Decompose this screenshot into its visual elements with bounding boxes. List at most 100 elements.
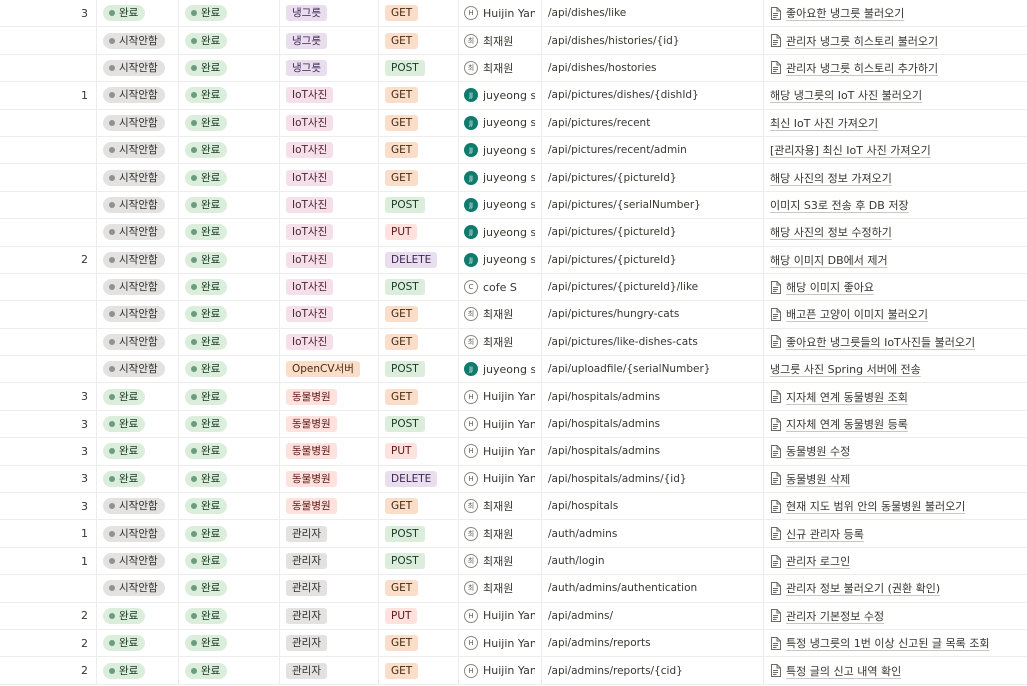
description-link[interactable]: 해당 사진의 정보 가져오기 <box>770 171 892 185</box>
status-cell[interactable]: 완료 <box>97 465 179 493</box>
description-cell[interactable]: 해당 이미지 좋아요 <box>764 274 1027 300</box>
table-row[interactable]: 3 완료 완료 동물병원 GET H Huijin Yang /api/hospi… <box>0 383 1027 411</box>
status-cell[interactable]: 완료 <box>97 629 179 657</box>
dev-status-cell[interactable]: 완료 <box>179 356 280 383</box>
dev-status-cell[interactable]: 완료 <box>179 301 280 328</box>
method-cell[interactable]: PUT <box>379 219 459 246</box>
table-row[interactable]: 시작안함 완료 냉그릇 GET 최 최재원 /api/dishes/histori… <box>0 27 1027 55</box>
method-cell[interactable]: PUT <box>379 438 459 465</box>
priority-cell[interactable] <box>0 136 97 164</box>
assignee-cell[interactable]: H Huijin Yang <box>459 438 542 465</box>
assignee-cell[interactable]: JJ juyeong so <box>459 356 542 383</box>
table-row[interactable]: 3 완료 완료 동물병원 PUT H Huijin Yang /api/hospi… <box>0 438 1027 466</box>
priority-cell[interactable] <box>0 191 97 219</box>
dev-status-cell[interactable]: 완료 <box>179 520 280 547</box>
description-cell[interactable]: 좋아요한 냉그릇 불러오기 <box>764 0 1027 26</box>
table-row[interactable]: 시작안함 완료 IoT사진 GET JJ juyeong so /api/pict… <box>0 136 1027 165</box>
assignee-cell[interactable]: H Huijin Yang <box>459 657 542 684</box>
category-cell[interactable]: 관리자 <box>280 575 379 602</box>
method-cell[interactable]: DELETE <box>379 465 459 493</box>
assignee-cell[interactable]: 최 최재원 <box>459 493 542 520</box>
description-cell[interactable]: 관리자 로그인 <box>764 548 1027 574</box>
priority-cell[interactable]: 3 <box>0 383 97 410</box>
method-cell[interactable]: GET <box>379 301 459 328</box>
status-cell[interactable]: 시작안함 <box>97 219 179 246</box>
priority-cell[interactable]: 1 <box>0 520 97 547</box>
table-row[interactable]: 2 완료 완료 관리자 GET H Huijin Yang /api/admins… <box>0 657 1027 685</box>
priority-cell[interactable] <box>0 164 97 191</box>
description-link[interactable]: 좋아요한 냉그릇 불러오기 <box>786 7 905 21</box>
assignee-cell[interactable]: H Huijin Yang <box>459 602 542 629</box>
status-cell[interactable]: 완료 <box>97 438 179 465</box>
description-cell[interactable]: 해당 이미지 DB에서 제거 <box>764 247 1027 273</box>
assignee-cell[interactable]: JJ juyeong so <box>459 164 542 191</box>
assignee-cell[interactable]: JJ juyeong so <box>459 219 542 246</box>
category-cell[interactable]: 동물병원 <box>280 493 379 520</box>
status-cell[interactable]: 시작안함 <box>97 301 179 328</box>
assignee-cell[interactable]: 최 최재원 <box>459 520 542 547</box>
category-cell[interactable]: 냉그릇 <box>280 27 379 54</box>
assignee-cell[interactable]: 최 최재원 <box>459 547 542 575</box>
dev-status-cell[interactable]: 완료 <box>179 0 280 27</box>
status-cell[interactable]: 시작안함 <box>97 493 179 520</box>
status-cell[interactable]: 완료 <box>97 657 179 684</box>
description-link[interactable]: 해당 이미지 DB에서 제거 <box>770 253 888 267</box>
method-cell[interactable]: POST <box>379 410 459 438</box>
description-cell[interactable]: 특정 글의 신고 내역 확인 <box>764 657 1027 683</box>
status-cell[interactable]: 시작안함 <box>97 356 179 383</box>
category-cell[interactable]: IoT사진 <box>280 191 379 219</box>
category-cell[interactable]: 동물병원 <box>280 438 379 465</box>
endpoint-cell[interactable]: /api/admins/reports <box>542 629 764 657</box>
dev-status-cell[interactable]: 완료 <box>179 328 280 356</box>
table-row[interactable]: 2 완료 완료 관리자 PUT H Huijin Yang /api/admins… <box>0 602 1027 630</box>
dev-status-cell[interactable]: 완료 <box>179 602 280 629</box>
priority-cell[interactable] <box>0 575 97 602</box>
status-cell[interactable]: 시작안함 <box>97 164 179 191</box>
table-row[interactable]: 시작안함 완료 냉그릇 POST 최 최재원 /api/dishes/hostor… <box>0 54 1027 83</box>
table-row[interactable]: 3 완료 완료 동물병원 DELETE H Huijin Yang /api/ho… <box>0 465 1027 494</box>
priority-cell[interactable]: 3 <box>0 438 97 465</box>
category-cell[interactable]: 관리자 <box>280 629 379 657</box>
category-cell[interactable]: IoT사진 <box>280 273 379 301</box>
endpoint-cell[interactable]: /api/pictures/like-dishes-cats <box>542 328 764 356</box>
status-cell[interactable]: 시작안함 <box>97 54 179 82</box>
assignee-cell[interactable]: 최 최재원 <box>459 575 542 602</box>
dev-status-cell[interactable]: 완료 <box>179 465 280 493</box>
status-cell[interactable]: 시작안함 <box>97 136 179 164</box>
table-row[interactable]: 시작안함 완료 OpenCV서버 POST JJ juyeong so /api/… <box>0 356 1027 384</box>
method-cell[interactable]: GET <box>379 27 459 54</box>
priority-cell[interactable]: 2 <box>0 246 97 273</box>
priority-cell[interactable] <box>0 301 97 328</box>
method-cell[interactable]: GET <box>379 0 459 27</box>
assignee-cell[interactable]: H Huijin Yang <box>459 383 542 410</box>
dev-status-cell[interactable]: 완료 <box>179 136 280 164</box>
description-link[interactable]: 관리자 정보 불러오기 (권환 확인) <box>786 582 941 596</box>
method-cell[interactable]: GET <box>379 575 459 602</box>
method-cell[interactable]: DELETE <box>379 246 459 273</box>
category-cell[interactable]: 동물병원 <box>280 410 379 438</box>
priority-cell[interactable]: 1 <box>0 82 97 109</box>
assignee-cell[interactable]: H Huijin Yang <box>459 0 542 27</box>
status-cell[interactable]: 시작안함 <box>97 109 179 136</box>
description-cell[interactable]: 최신 IoT 사진 가져오기 <box>764 110 1027 136</box>
priority-cell[interactable] <box>0 54 97 82</box>
priority-cell[interactable] <box>0 356 97 383</box>
status-cell[interactable]: 시작안함 <box>97 328 179 356</box>
endpoint-cell[interactable]: /api/pictures/{pictureId} <box>542 246 764 273</box>
priority-cell[interactable] <box>0 273 97 301</box>
description-link[interactable]: 동물병원 수정 <box>786 445 851 459</box>
status-cell[interactable]: 완료 <box>97 410 179 438</box>
status-cell[interactable]: 시작안함 <box>97 246 179 273</box>
assignee-cell[interactable]: H Huijin Yang <box>459 629 542 657</box>
priority-cell[interactable] <box>0 219 97 246</box>
status-cell[interactable]: 시작안함 <box>97 547 179 575</box>
assignee-cell[interactable]: JJ juyeong so <box>459 136 542 164</box>
dev-status-cell[interactable]: 완료 <box>179 219 280 246</box>
dev-status-cell[interactable]: 완료 <box>179 54 280 82</box>
category-cell[interactable]: IoT사진 <box>280 246 379 273</box>
endpoint-cell[interactable]: /auth/login <box>542 547 764 575</box>
description-cell[interactable]: 해당 냉그릇의 IoT 사진 불러오기 <box>764 82 1027 108</box>
table-row[interactable]: 1 시작안함 완료 IoT사진 GET JJ juyeong so /api/pi… <box>0 82 1027 110</box>
method-cell[interactable]: POST <box>379 356 459 383</box>
